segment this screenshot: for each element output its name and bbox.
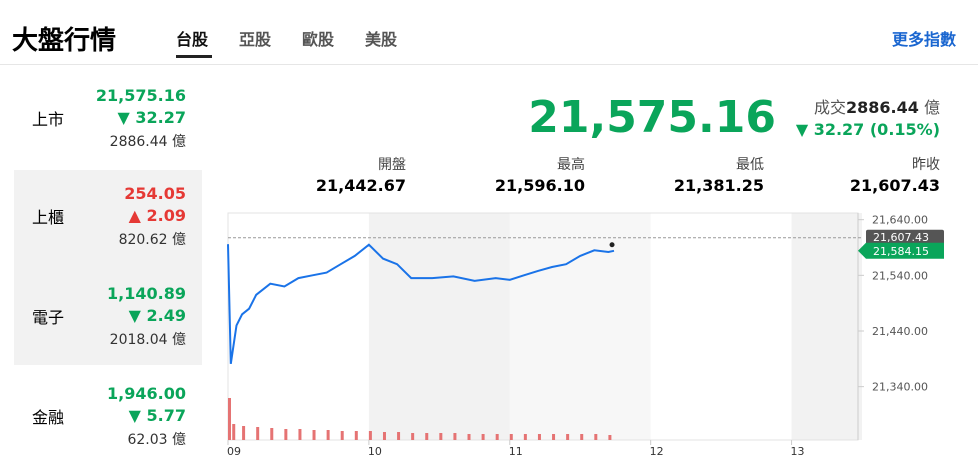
volume-bar [481, 434, 485, 440]
volume-bar [425, 433, 429, 440]
index-change: ▼ 32.27 [117, 108, 186, 127]
index-change: ▼ 5.77 [128, 406, 186, 425]
index-change-value: 32.27 [135, 108, 186, 127]
index-change-value: 2.49 [146, 306, 186, 325]
volume-bar [552, 434, 556, 440]
x-tick-label: 10 [368, 445, 382, 458]
volume-bar [594, 434, 598, 440]
index-value: 1,140.89 [107, 284, 186, 303]
y-tick-label: 21,640.00 [872, 214, 928, 227]
divider [0, 64, 978, 65]
volume-bar [312, 430, 316, 440]
stat-label: 開盤 [378, 157, 406, 173]
volume-bar [326, 430, 330, 440]
stat-value: 21,442.67 [315, 176, 406, 195]
more-link[interactable]: 更多指數 [892, 30, 957, 49]
tab[interactable]: 台股 [176, 30, 209, 49]
volume-bar [580, 434, 584, 440]
index-change: ▼ 2.49 [128, 306, 186, 325]
turnover-value: 2886.44 [846, 98, 919, 117]
volume-bar [411, 433, 415, 440]
session-band [368, 213, 510, 440]
volume-bar [270, 428, 274, 440]
y-tick-label: 21,440.00 [872, 325, 928, 338]
change: ▼ 32.27 (0.15%) [795, 120, 940, 139]
index-value: 1,946.00 [107, 384, 186, 403]
reference-tag [866, 229, 944, 245]
volume-bar [523, 434, 527, 440]
index-name: 電子 [32, 308, 65, 327]
title: 大盤行情 [12, 26, 117, 56]
price-line [227, 243, 615, 364]
index-volume: 820.62 億 [118, 232, 186, 248]
session-band [509, 213, 651, 440]
volume-bar [382, 432, 386, 440]
volume-bar [495, 434, 499, 440]
tab[interactable]: 美股 [365, 30, 398, 49]
volume-bar [453, 433, 457, 440]
volume-bar [242, 426, 246, 440]
index-volume: 62.03 億 [127, 432, 186, 448]
volume-bar [256, 427, 260, 440]
stat-label: 最高 [557, 157, 585, 173]
turnover-unit: 億 [923, 98, 940, 117]
index-volume: 2018.04 億 [109, 332, 186, 348]
index-change: ▲ 2.09 [128, 206, 186, 225]
reference-label: 21,607.43 [873, 231, 929, 244]
tab[interactable]: 歐股 [302, 30, 335, 49]
tab[interactable]: 亞股 [239, 30, 272, 49]
volume-bar [397, 432, 401, 440]
x-tick-label: 13 [791, 445, 805, 458]
volume-bar [467, 434, 471, 440]
session-band [791, 213, 862, 440]
stat-label: 最低 [736, 157, 764, 173]
index-name: 上櫃 [32, 208, 65, 227]
x-tick-label: 09 [227, 445, 241, 458]
last-tag [858, 242, 944, 259]
index-value: 254.05 [124, 184, 186, 203]
index-name: 金融 [32, 408, 65, 427]
last-point [609, 242, 615, 248]
y-tick-label: 21,340.00 [872, 381, 928, 394]
tab-underline [176, 55, 212, 58]
volume-bar [509, 434, 513, 440]
index-change-value: 2.09 [146, 206, 186, 225]
legend-label: 21,584.15 [873, 245, 929, 258]
x-tick-label: 12 [650, 445, 664, 458]
y-tick-label: 21,540.00 [872, 269, 928, 282]
stat-value: 21,607.43 [849, 176, 940, 195]
stat-value: 21,596.10 [494, 176, 585, 195]
stat-value: 21,381.25 [673, 176, 764, 195]
volume-bar [608, 435, 612, 440]
change-value: 32.27 (0.15%) [813, 120, 940, 139]
index-name: 上市 [32, 110, 65, 129]
x-tick-label: 11 [509, 445, 523, 458]
volume-bar [284, 429, 288, 440]
volume-bar [566, 434, 570, 440]
volume-bar [368, 431, 372, 440]
volume-bar [232, 424, 236, 440]
index-volume: 2886.44 億 [109, 134, 186, 150]
volume-bar [354, 431, 358, 440]
volume-bar [228, 398, 231, 440]
stat-label: 昨收 [912, 157, 940, 173]
volume-bar [439, 433, 443, 440]
volume-bar [537, 434, 541, 440]
volume-bar [340, 431, 344, 440]
index-change-value: 5.77 [146, 406, 186, 425]
index-value: 21,575.16 [95, 86, 186, 105]
volume-bar [298, 429, 302, 440]
price: 21,575.16 [528, 92, 776, 143]
turnover: 成交2886.44 億 [814, 94, 940, 118]
sidebar-band [14, 170, 202, 365]
turnover-label: 成交 [814, 98, 847, 117]
